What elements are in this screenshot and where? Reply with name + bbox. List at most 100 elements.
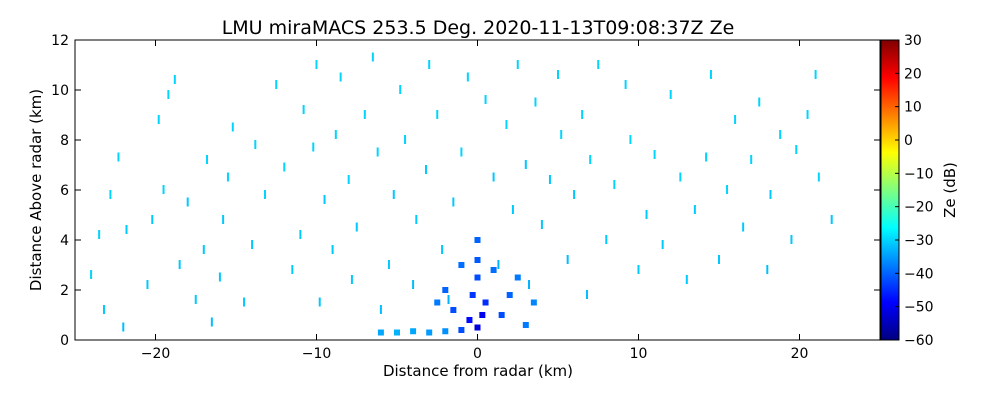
data-point: [202, 245, 205, 254]
data-point: [585, 290, 588, 299]
data-point: [399, 85, 402, 94]
data-point: [263, 190, 266, 199]
data-point: [251, 240, 254, 249]
data-point: [350, 275, 353, 284]
colorbar-label: Ze (dB): [941, 162, 959, 218]
y-tick-label: 12: [51, 33, 69, 49]
data-point: [283, 162, 286, 172]
colorbar-tick-label: −30: [904, 233, 934, 249]
data-point: [377, 329, 384, 336]
data-point: [769, 190, 772, 199]
data-point: [806, 110, 809, 119]
data-point: [125, 225, 128, 234]
data-point: [645, 210, 648, 219]
data-point: [734, 115, 737, 124]
data-point: [291, 265, 294, 274]
data-point: [534, 97, 537, 107]
data-point: [379, 305, 382, 314]
data-point: [573, 190, 576, 199]
data-point: [458, 327, 465, 333]
data-point: [661, 240, 664, 249]
data-point: [426, 329, 433, 336]
data-point: [528, 280, 531, 289]
data-point: [492, 172, 495, 182]
data-point: [726, 185, 729, 194]
data-point: [447, 295, 450, 304]
data-point: [387, 260, 390, 269]
colorbar-tick-label: −10: [904, 166, 934, 182]
data-point: [90, 270, 93, 279]
data-point: [581, 110, 584, 119]
data-point: [302, 105, 305, 114]
data-point: [412, 280, 415, 289]
data-point: [605, 235, 608, 244]
data-point: [560, 130, 563, 139]
y-tick-label: 2: [60, 283, 69, 299]
data-point: [511, 205, 514, 214]
data-point: [122, 322, 125, 332]
plot-area: [90, 52, 833, 336]
data-point: [709, 70, 712, 79]
data-point: [474, 257, 481, 263]
data-point: [750, 155, 753, 164]
data-point: [624, 80, 627, 89]
data-point: [404, 135, 407, 144]
x-tick-label: −20: [141, 346, 171, 362]
data-point: [669, 90, 672, 99]
data-point: [206, 155, 209, 164]
data-point: [392, 190, 395, 199]
data-point: [275, 80, 278, 89]
x-tick-label: 10: [630, 346, 648, 362]
data-point: [498, 312, 505, 318]
data-point: [376, 147, 379, 157]
data-point: [693, 205, 696, 214]
data-point: [629, 135, 632, 144]
data-point: [218, 272, 221, 282]
y-tick-label: 10: [51, 83, 69, 99]
colorbar-tick-label: −60: [904, 333, 934, 349]
data-point: [162, 185, 165, 194]
data-point: [347, 175, 350, 184]
y-tick-label: 8: [60, 133, 69, 149]
data-point: [355, 222, 358, 232]
data-point: [452, 197, 455, 207]
data-point: [194, 295, 197, 304]
y-axis-label: Distance Above radar (km): [27, 89, 45, 291]
data-point: [479, 312, 486, 318]
data-point: [102, 305, 105, 314]
data-point: [450, 307, 457, 313]
data-point: [226, 172, 229, 182]
data-point: [424, 165, 427, 174]
data-point: [109, 190, 112, 199]
data-point: [557, 70, 559, 79]
data-point: [613, 180, 616, 189]
data-point: [566, 255, 569, 264]
data-point: [484, 95, 487, 104]
data-point: [173, 75, 176, 84]
data-point: [497, 260, 500, 269]
data-point: [482, 299, 489, 306]
data-point: [460, 147, 463, 157]
data-point: [466, 72, 469, 82]
colorbar-axis: −60 −50 −40 −30 −20 −10 0 10 20 30: [895, 33, 934, 349]
data-point: [766, 265, 769, 274]
data-point: [474, 237, 481, 243]
data-point: [331, 245, 334, 254]
data-point: [469, 292, 476, 298]
data-point: [254, 140, 257, 149]
data-point: [315, 60, 318, 69]
x-axis: −20 −10 0 10 20: [141, 40, 808, 362]
x-tick-label: 0: [473, 346, 482, 362]
colorbar-tick-label: 30: [904, 33, 922, 49]
data-point: [222, 215, 225, 224]
data-point: [434, 299, 441, 306]
data-point: [685, 275, 688, 284]
data-point: [441, 245, 444, 254]
y-tick-label: 4: [60, 233, 69, 249]
colorbar-tick-label: 0: [904, 133, 913, 149]
data-point: [758, 97, 761, 107]
data-point: [742, 222, 745, 232]
data-point: [653, 150, 656, 159]
data-point: [318, 297, 321, 307]
